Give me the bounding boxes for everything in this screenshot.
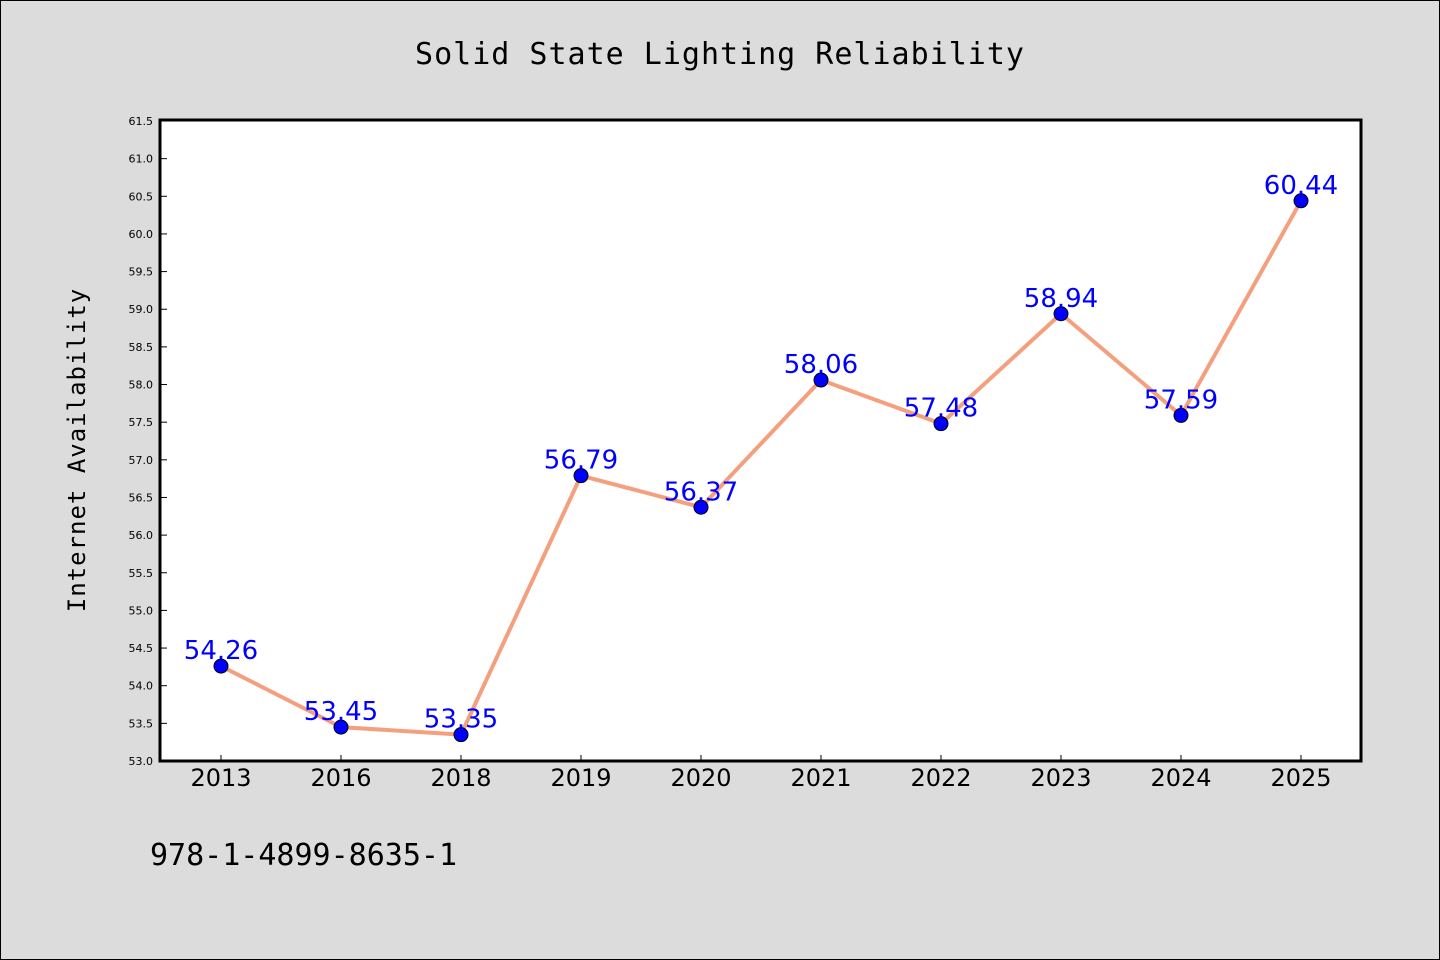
data-label: 57.59 <box>1144 385 1218 415</box>
y-tick-label: 61.5 <box>129 115 154 128</box>
chart-title: Solid State Lighting Reliability <box>415 37 1025 72</box>
data-label: 58.06 <box>784 350 858 380</box>
data-label: 53.45 <box>304 697 378 727</box>
x-tick-label: 2024 <box>1150 764 1211 792</box>
y-axis-label: Internet Availability <box>63 288 91 612</box>
y-tick-label: 54.0 <box>129 680 154 693</box>
x-tick-label: 2020 <box>670 764 731 792</box>
data-point-marker <box>1293 193 1309 209</box>
y-tick-label: 58.5 <box>129 341 154 354</box>
x-tick-label: 2018 <box>430 764 491 792</box>
data-point-marker <box>1053 306 1069 322</box>
data-point-marker <box>213 658 229 674</box>
y-tick-label: 54.5 <box>129 642 154 655</box>
y-tick-label: 55.0 <box>129 604 154 617</box>
data-point-marker <box>573 468 589 484</box>
y-tick-label: 56.5 <box>129 491 154 504</box>
isbn-annotation: 978-1-4899-8635-1 <box>150 838 457 873</box>
data-label: 57.48 <box>904 394 978 424</box>
y-tick-label: 55.5 <box>129 567 154 580</box>
x-tick-label: 2013 <box>190 764 251 792</box>
data-label: 60.44 <box>1264 171 1338 201</box>
data-label: 54.26 <box>184 636 258 666</box>
x-tick-label: 2021 <box>790 764 851 792</box>
y-tick-label: 60.5 <box>129 190 154 203</box>
y-tick-label: 57.5 <box>129 416 154 429</box>
data-point-marker <box>453 727 469 743</box>
data-label: 56.79 <box>544 446 618 476</box>
series-polyline <box>219 198 1303 737</box>
y-tick-label: 59.0 <box>129 303 154 316</box>
axis-ticks: 53.0 53.5 54.0 54.5 55.0 55.5 56.0 56.5 57.0 57.5… <box>129 115 1332 792</box>
data-label: 56.37 <box>664 477 738 507</box>
data-point-marker <box>1173 407 1189 423</box>
y-tick-label: 59.5 <box>129 266 154 279</box>
y-tick-label: 58.0 <box>129 379 154 392</box>
data-point-marker <box>933 416 949 432</box>
y-tick-label: 60.0 <box>129 228 154 241</box>
x-tick-label: 2019 <box>550 764 611 792</box>
plot-area <box>158 118 1363 763</box>
data-point-marker <box>333 719 349 735</box>
x-tick-label: 2023 <box>1030 764 1091 792</box>
x-tick-label: 2016 <box>310 764 371 792</box>
y-tick-label: 56.0 <box>129 529 154 542</box>
series-line: 54.26 53.45 53.35 56.79 56.37 58.06 57.48 58.94… <box>184 171 1338 743</box>
x-tick-label: 2022 <box>910 764 971 792</box>
y-tick-label: 53.0 <box>129 755 154 768</box>
data-point-marker <box>693 499 709 515</box>
x-tick-label: 2025 <box>1270 764 1331 792</box>
data-point-marker <box>813 372 829 388</box>
y-tick-label: 57.0 <box>129 454 154 467</box>
y-tick-label: 61.0 <box>129 153 154 166</box>
data-label: 53.35 <box>424 705 498 735</box>
data-label: 58.94 <box>1024 284 1098 314</box>
y-tick-label: 53.5 <box>129 717 154 730</box>
